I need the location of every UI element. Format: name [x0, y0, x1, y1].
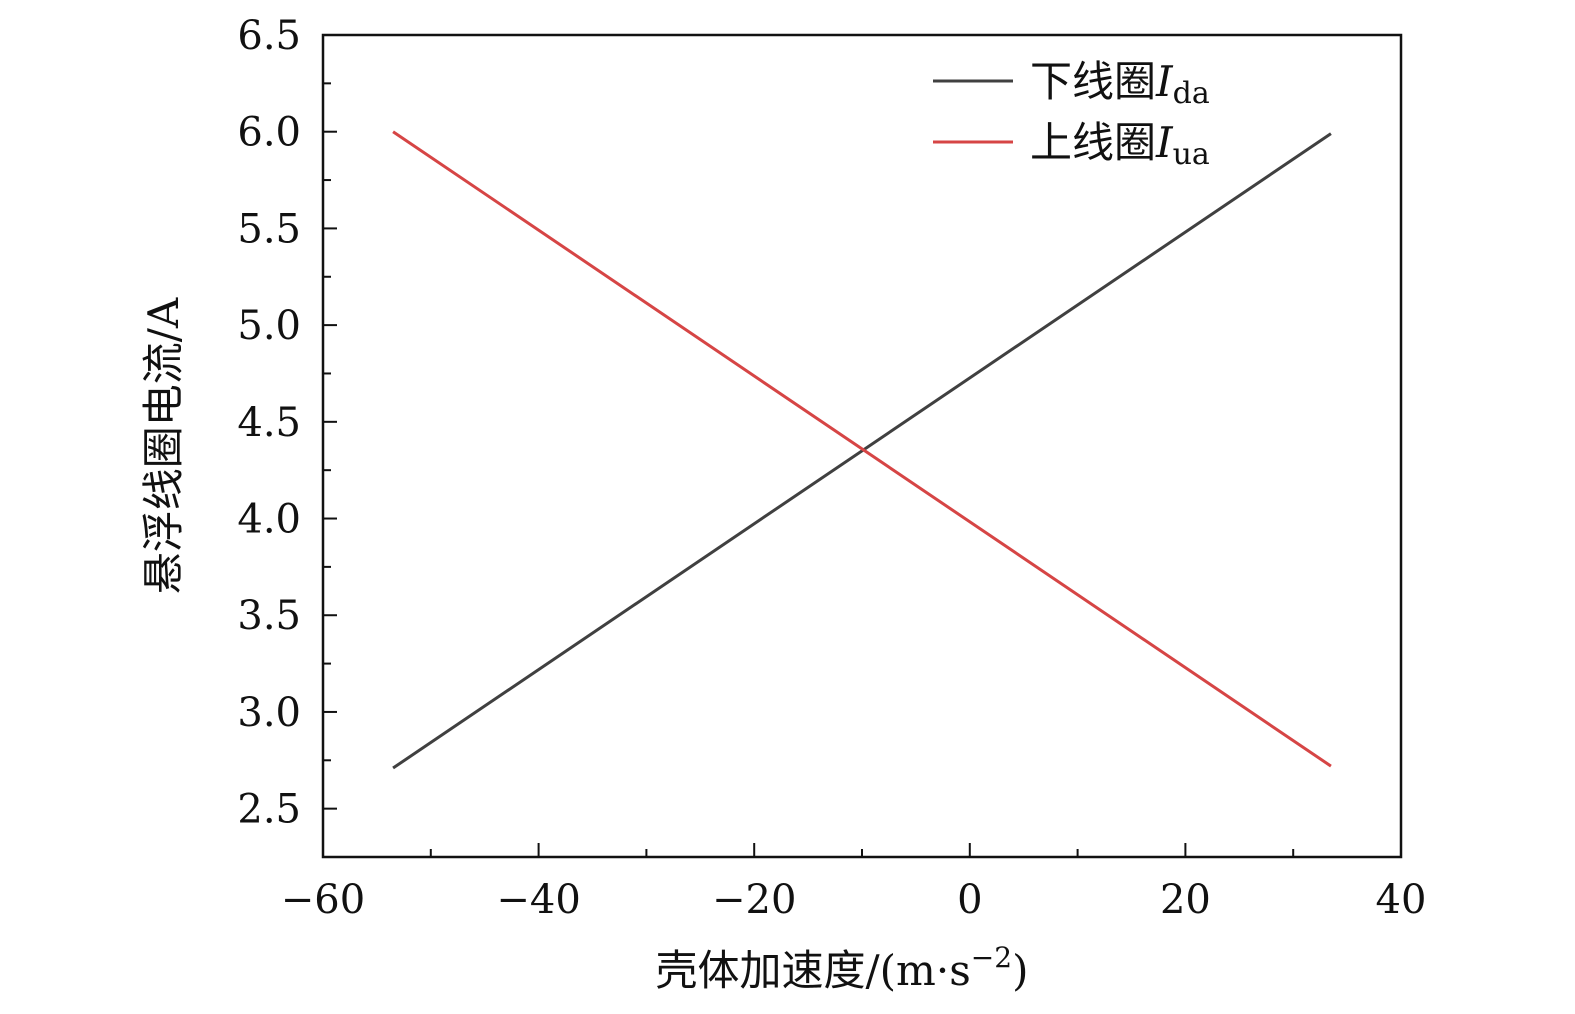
x-tick-label: −40 [496, 877, 580, 923]
series-line-lower-coil [392, 132, 1332, 770]
x-tick-label: −60 [281, 877, 365, 923]
legend-name-upper: 上线圈 [1030, 118, 1156, 167]
legend-name-lower: 下线圈 [1030, 57, 1156, 106]
y-tick-label: 2.5 [237, 787, 301, 833]
y-tick-label: 6.0 [237, 110, 301, 156]
x-tick-label: 40 [1376, 877, 1427, 923]
x-axis-label-superscript: −2 [971, 941, 1012, 974]
x-tick-label: −20 [712, 877, 796, 923]
x-axis-label: 壳体加速度/(m·s−2) [656, 941, 1029, 995]
y-tick-label: 6.5 [237, 13, 301, 59]
series-layer [392, 130, 1332, 770]
x-tick-label: 20 [1160, 877, 1211, 923]
plot-frame [321, 33, 1403, 859]
x-axis-label-close: ) [1012, 946, 1028, 995]
legend-subscript-lower: da [1173, 76, 1210, 111]
legend-subscript-upper: ua [1173, 137, 1210, 172]
y-axis-ticks: 2.5 3.0 3.5 4.0 4.5 5.0 5.5 6.0 6.5 [237, 13, 337, 833]
x-tick-label: 0 [957, 877, 982, 923]
legend-label-upper: 上线圈Iua [1030, 118, 1210, 172]
y-tick-label: 3.0 [237, 690, 301, 736]
legend-symbol-upper: I [1155, 118, 1174, 167]
legend-label-lower: 下线圈Ida [1030, 57, 1210, 111]
y-tick-label: 3.5 [237, 593, 301, 639]
series-line-upper-coil [392, 130, 1332, 768]
x-axis-label-main: 壳体加速度/(m·s [656, 946, 971, 995]
y-tick-label: 4.0 [237, 497, 301, 543]
y-tick-label: 5.5 [237, 206, 301, 252]
x-axis-ticks: −60 −40 −20 0 20 40 [281, 843, 1427, 923]
y-tick-label: 4.5 [237, 400, 301, 446]
legend-symbol-lower: I [1155, 57, 1174, 106]
y-tick-label: 5.0 [237, 303, 301, 349]
y-axis-label: 悬浮线圈电流/A [139, 297, 188, 594]
legend: 下线圈Ida 上线圈Iua [933, 57, 1210, 172]
